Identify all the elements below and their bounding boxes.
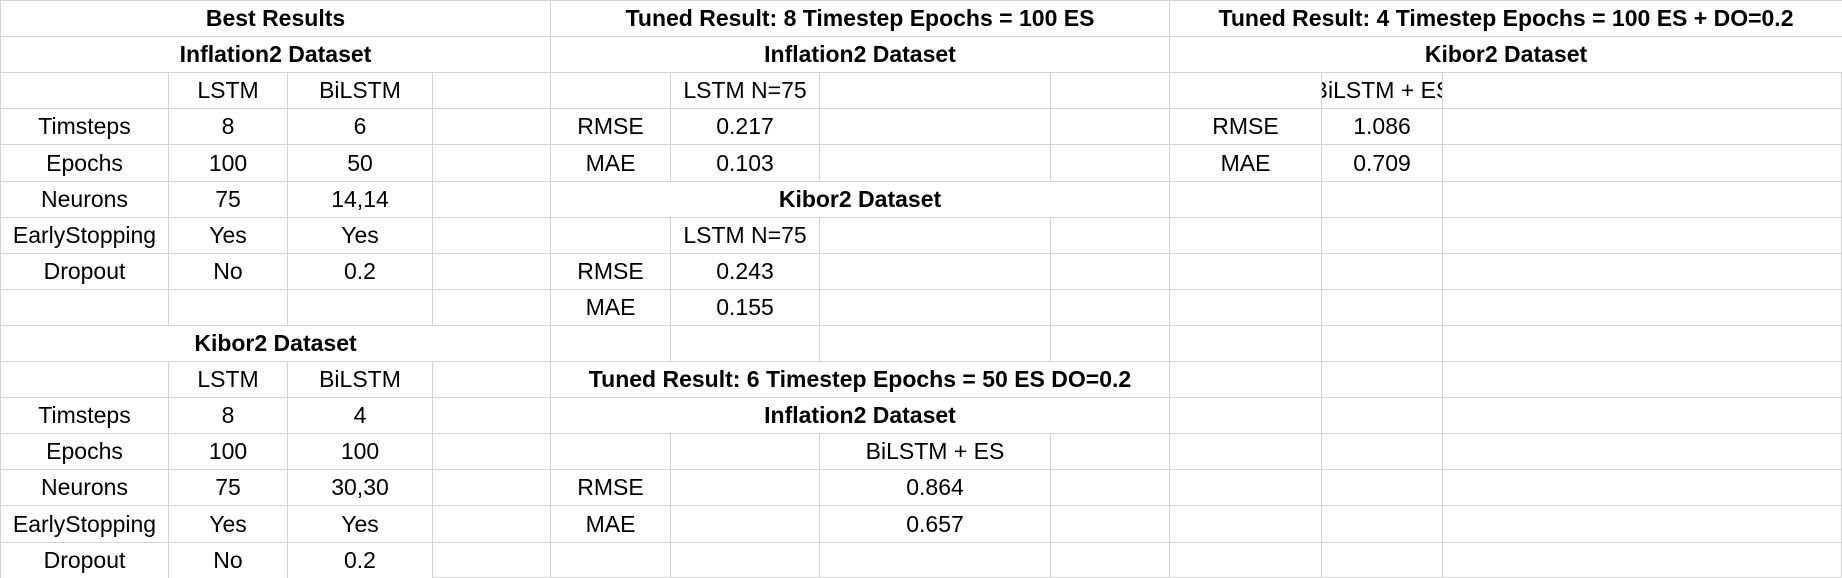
lstm-value[interactable]: 100 [169,145,287,181]
lstm-value[interactable]: No [169,543,287,578]
lstm-value[interactable]: 8 [169,398,287,433]
inflation-dataset-title[interactable]: Inflation2 Dataset [551,37,1169,72]
bilstm-value[interactable]: 14,14 [288,182,432,217]
bilstm-value[interactable]: 50 [288,145,432,181]
metric-value[interactable]: 0.243 [671,254,819,289]
kibor-dataset-title[interactable]: Kibor2 Dataset [551,182,1169,217]
metric-label[interactable]: MAE [551,506,670,542]
row-label[interactable]: Epochs [1,434,168,469]
grid-row-line [0,181,1842,182]
metric-value[interactable]: 0.155 [671,290,819,325]
bilstm-value[interactable]: Yes [288,506,432,542]
lstm-value[interactable]: Yes [169,218,287,253]
metric-value[interactable]: 0.217 [671,109,819,144]
metric-label[interactable]: RMSE [551,254,670,289]
bilstm-es-header[interactable]: BiLSTM + ES [820,434,1050,469]
metric-label[interactable]: MAE [551,290,670,325]
metric-label[interactable]: RMSE [551,470,670,505]
metric-label[interactable]: MAE [1170,145,1321,181]
tuned-bilstm-inflation-title[interactable]: Tuned Result: 6 Timestep Epochs = 50 ES … [551,362,1169,397]
row-label[interactable]: Timsteps [1,398,168,433]
bilstm-value[interactable]: 0.2 [288,543,432,578]
grid-row-line [0,542,1842,543]
col-header-bilstm[interactable]: BiLSTM [288,73,432,108]
metric-label[interactable]: RMSE [1170,109,1321,144]
bilstm-value[interactable]: 100 [288,434,432,469]
row-label[interactable]: Dropout [1,543,168,578]
metric-value[interactable]: 1.086 [1322,109,1442,144]
lstm-value[interactable]: 100 [169,434,287,469]
metric-value[interactable]: 0.103 [671,145,819,181]
col-header-lstm[interactable]: LSTM [169,73,287,108]
grid-row-line [0,108,1842,109]
lstm-value[interactable]: 75 [169,470,287,505]
row-label[interactable]: EarlyStopping [1,506,168,542]
grid-row-line [0,397,1842,398]
row-label[interactable]: Neurons [1,182,168,217]
grid-row-line [0,433,1842,434]
tuned-bilstm-kibor-title[interactable]: Tuned Result: 4 Timestep Epochs = 100 ES… [1170,1,1842,36]
metric-value[interactable]: 0.709 [1322,145,1442,181]
kibor-dataset-title[interactable]: Kibor2 Dataset [1,326,550,361]
bilstm-value[interactable]: 0.2 [288,254,432,289]
bilstm-value[interactable]: 30,30 [288,470,432,505]
lstm-value[interactable]: Yes [169,506,287,542]
bilstm-es-header[interactable]: BiLSTM + ES [1322,73,1442,108]
grid-row-line [0,0,1842,1]
col-header-bilstm[interactable]: BiLSTM [288,362,432,397]
grid-row-line [0,72,1842,73]
grid-row-line [0,289,1842,290]
inflation-dataset-title[interactable]: Inflation2 Dataset [1,37,550,72]
bilstm-value[interactable]: 6 [288,109,432,144]
row-label[interactable]: Epochs [1,145,168,181]
kibor-dataset-title[interactable]: Kibor2 Dataset [1170,37,1842,72]
lstm-value[interactable]: No [169,254,287,289]
inflation-dataset-title[interactable]: Inflation2 Dataset [551,398,1169,433]
bilstm-value[interactable]: Yes [288,218,432,253]
grid-row-line [0,361,1842,362]
grid-row-line [0,469,1842,470]
row-label[interactable]: Dropout [1,254,168,289]
grid-row-line [0,505,1842,506]
metric-label[interactable]: RMSE [551,109,670,144]
lstm-n75-header[interactable]: LSTM N=75 [671,218,819,253]
lstm-value[interactable]: 8 [169,109,287,144]
grid-row-line [0,217,1842,218]
lstm-value[interactable]: 75 [169,182,287,217]
row-label[interactable]: Neurons [1,470,168,505]
grid-row-line [0,36,1842,37]
metric-label[interactable]: MAE [551,145,670,181]
metric-value[interactable]: 0.864 [820,470,1050,505]
grid-row-line [0,325,1842,326]
bilstm-value[interactable]: 4 [288,398,432,433]
col-header-lstm[interactable]: LSTM [169,362,287,397]
metric-value[interactable]: 0.657 [820,506,1050,542]
row-label[interactable]: Timsteps [1,109,168,144]
lstm-n75-header[interactable]: LSTM N=75 [671,73,819,108]
tuned-lstm-title[interactable]: Tuned Result: 8 Timestep Epochs = 100 ES [551,1,1169,36]
best-results-title[interactable]: Best Results [1,1,550,36]
grid-row-line [0,144,1842,145]
grid-row-line [0,253,1842,254]
row-label[interactable]: EarlyStopping [1,218,168,253]
